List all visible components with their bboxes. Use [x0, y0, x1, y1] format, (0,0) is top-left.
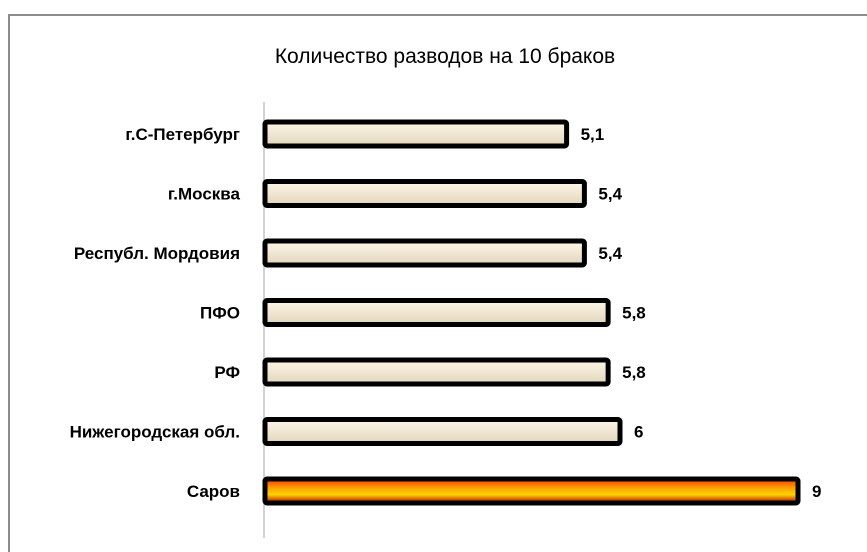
category-labels: г.С-Петербург г.Москва Республ. Мордовия ПФ…	[70, 125, 241, 501]
category-label-1: г.С-Петербург	[125, 125, 240, 144]
value-label-7: 9	[812, 482, 821, 501]
category-label-4: ПФО	[200, 304, 240, 323]
bar-1	[262, 119, 570, 149]
value-label-6: 6	[634, 423, 643, 442]
category-label-6: Нижегородская обл.	[70, 423, 240, 442]
value-label-3: 5,4	[598, 244, 622, 263]
category-label-3: Республ. Мордовия	[74, 244, 240, 263]
category-label-7: Саров	[187, 482, 240, 501]
bar-3	[262, 238, 587, 268]
bar-6	[262, 417, 623, 446]
value-label-2: 5,4	[598, 185, 622, 204]
category-label-5: РФ	[214, 363, 240, 382]
chart-frame	[8, 14, 867, 552]
value-label-1: 5,1	[581, 125, 605, 144]
bar-2	[262, 179, 587, 208]
chart-title: Количество разводов на 10 браков	[275, 45, 615, 68]
bar-7	[262, 476, 801, 506]
value-label-5: 5,8	[622, 363, 646, 382]
category-label-2: г.Москва	[168, 185, 241, 204]
bars-layer	[262, 119, 801, 506]
bar-5	[262, 357, 611, 387]
value-labels: 5,1 5,4 5,4 5,8 5,8 6 9	[581, 125, 822, 501]
bar-4	[262, 298, 611, 327]
value-label-4: 5,8	[622, 304, 646, 323]
